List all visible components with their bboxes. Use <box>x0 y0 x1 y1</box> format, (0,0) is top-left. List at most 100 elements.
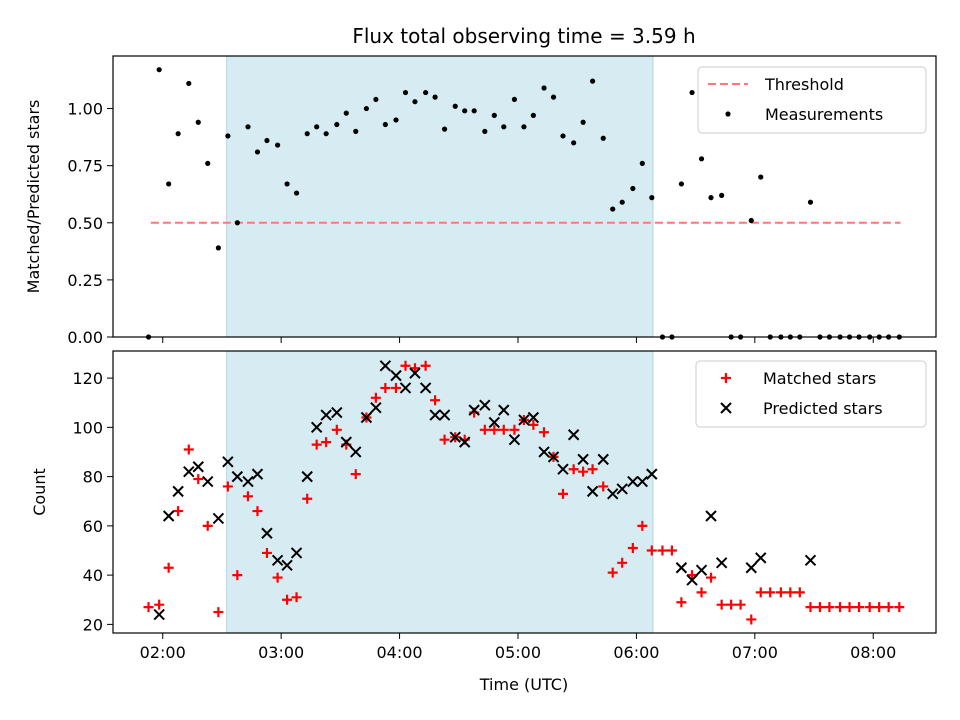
measurement-point <box>571 140 577 146</box>
measurement-point <box>708 195 714 201</box>
measurement-point <box>293 190 300 196</box>
y-tick-label: 40 <box>83 566 103 585</box>
measurement-point <box>471 108 477 114</box>
matched-stars-point <box>302 493 313 504</box>
predicted-stars-point <box>310 421 323 434</box>
predicted-stars-point <box>331 406 343 419</box>
predicted-stars-point <box>715 557 728 569</box>
matched-stars-point <box>439 434 450 445</box>
x-tick-label: 04:00 <box>377 643 423 662</box>
matched-stars-point <box>883 602 894 613</box>
y-axis-label: Count <box>30 468 49 516</box>
y-tick-label: 0.50 <box>67 214 103 233</box>
predicted-stars-point <box>720 402 732 414</box>
x-tick-label: 06:00 <box>613 643 659 662</box>
predicted-stars-point <box>261 527 273 539</box>
predicted-stars-point <box>449 431 461 443</box>
legend-box <box>697 66 927 134</box>
matched-stars-point <box>391 382 402 393</box>
predicted-stars-point <box>586 485 599 498</box>
predicted-stars-point <box>508 433 521 446</box>
predicted-stars-point <box>616 483 628 495</box>
matched-stars-point <box>370 392 381 403</box>
matched-stars-point <box>775 587 786 598</box>
legend-label: Threshold <box>764 75 844 94</box>
predicted-stars-point <box>557 463 569 475</box>
matched-stars-point <box>143 602 154 613</box>
matched-stars-point <box>874 602 885 613</box>
predicted-stars-point <box>567 429 580 441</box>
matched-stars-point <box>430 395 441 406</box>
matched-stars-point <box>735 599 746 610</box>
y-tick-label: 0.75 <box>67 157 103 176</box>
y-tick-label: 80 <box>83 468 103 487</box>
series-plus <box>143 360 905 625</box>
predicted-stars-point <box>804 554 817 567</box>
matched-stars-point <box>617 557 628 568</box>
matched-stars-point <box>193 474 204 485</box>
predicted-stars-point <box>468 404 480 416</box>
matched-stars-point <box>824 602 835 613</box>
matched-stars-point <box>232 570 243 581</box>
matched-stars-point <box>666 545 677 556</box>
predicted-stars-point <box>518 414 530 426</box>
predicted-stars-point <box>202 475 214 488</box>
matched-stars-point <box>794 587 805 598</box>
measurement-point <box>649 195 655 201</box>
matched-stars-point <box>755 587 766 598</box>
matched-stars-point <box>835 602 846 613</box>
matched-stars-point <box>785 587 796 598</box>
measurement-point <box>234 220 240 226</box>
predicted-stars-point <box>488 416 501 429</box>
predicted-stars-point <box>350 446 362 458</box>
measurement-point <box>432 94 438 100</box>
matched-stars-point <box>282 594 293 605</box>
matched-stars-point <box>321 437 332 448</box>
chart-title: Flux total observing time = 3.59 h <box>352 24 695 48</box>
measurement-point <box>589 78 596 84</box>
predicted-stars-point <box>271 554 284 567</box>
measurement-point <box>758 174 764 180</box>
measurement-point <box>452 103 458 109</box>
matched-stars-point <box>646 545 657 556</box>
predicted-stars-point <box>577 453 589 466</box>
measurement-point <box>264 137 270 144</box>
matched-stars-point <box>765 587 776 598</box>
predicted-stars-point <box>222 456 234 468</box>
measurement-point <box>698 156 705 162</box>
predicted-stars-point <box>360 411 373 424</box>
matched-stars-point <box>420 360 431 371</box>
matched-stars-point <box>242 491 253 502</box>
matched-stars-point <box>252 506 263 517</box>
matched-stars-point <box>706 572 717 583</box>
measurement-point <box>275 142 281 148</box>
predicted-stars-point <box>172 485 184 498</box>
matched-stars-point <box>272 572 283 583</box>
plot-frame <box>112 350 937 634</box>
predicted-stars-point <box>242 475 254 488</box>
predicted-stars-point <box>686 574 698 586</box>
matched-stars-point <box>676 597 687 608</box>
predicted-stars-point <box>627 475 639 488</box>
predicted-stars-point <box>183 465 195 478</box>
measurement-point <box>412 99 418 105</box>
matched-stars-point <box>805 602 816 613</box>
y-tick-label: 1.00 <box>67 100 103 119</box>
measurement-point <box>195 119 201 125</box>
predicted-stars-point <box>251 468 264 480</box>
matched-stars-point <box>716 599 727 610</box>
measurement-point <box>245 124 251 130</box>
matched-stars-point <box>154 599 165 610</box>
measurement-point <box>402 89 409 96</box>
matched-stars-point <box>213 607 224 618</box>
matched-stars-point <box>637 520 648 531</box>
observing-window-shade <box>226 56 653 337</box>
y-tick-label: 0.25 <box>67 271 103 290</box>
matched-stars-point <box>657 545 668 556</box>
predicted-stars-point <box>429 409 441 421</box>
measurement-point <box>225 133 231 139</box>
predicted-stars-point <box>419 382 432 394</box>
measurement-point <box>511 96 518 103</box>
measurement-point <box>323 131 329 137</box>
